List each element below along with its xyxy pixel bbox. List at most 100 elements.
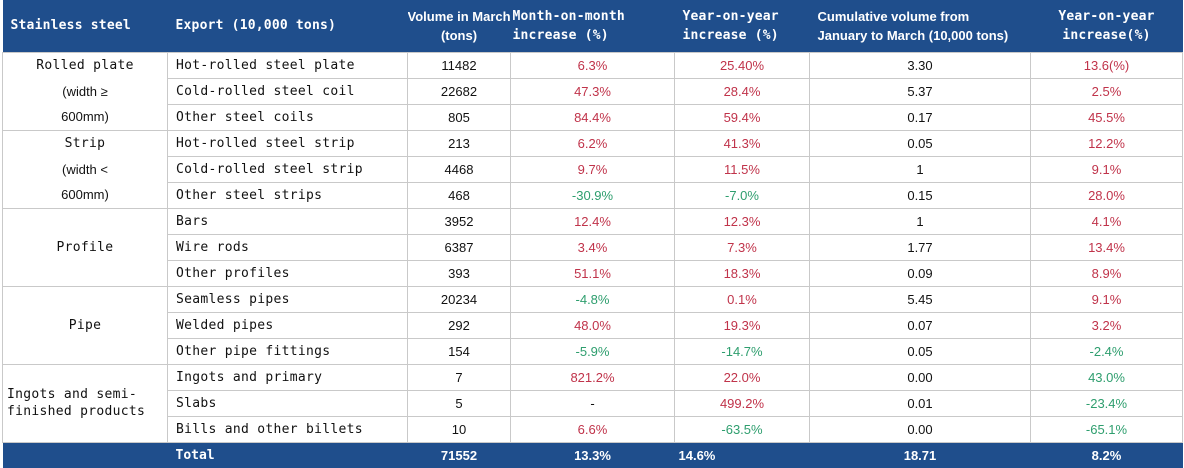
mom-value: -4.8% <box>510 285 675 313</box>
category-label-line: Profile <box>56 239 114 255</box>
yoy-value: 22.0% <box>674 363 810 391</box>
table-row: (width < Cold-rolled steel strip 4468 9.7% 1… <box>2 155 1183 183</box>
table-row: Bills and other billets 10 6.6% -63.5% 0.00-… <box>3 415 1183 443</box>
product-name: Bars <box>167 207 408 235</box>
volume-value: 5 <box>407 389 511 417</box>
cumulative-value: 0.07 <box>809 311 1031 339</box>
cum-yoy-value: -2.4% <box>1030 337 1183 365</box>
header-yoy-increase: Year-on-year increase (%) <box>674 0 810 52</box>
header-mom-increase: Month-on-month increase (%) <box>510 0 675 52</box>
cumulative-value: 0.00 <box>809 415 1031 443</box>
category-label-line: (width ≥ <box>2 78 168 104</box>
product-name: Cold-rolled steel strip <box>167 155 408 183</box>
mom-value: 6.3% <box>510 51 675 79</box>
cumulative-value: 1 <box>809 155 1031 183</box>
header-volume-line2: (tons) <box>440 27 478 43</box>
product-name: Wire rods <box>167 233 408 261</box>
yoy-value: 59.4% <box>674 103 810 131</box>
category-label-line: Strip <box>2 129 168 156</box>
volume-value: 20234 <box>407 285 511 313</box>
cumulative-value: 0.15 <box>809 181 1031 209</box>
volume-value: 3952 <box>407 207 511 235</box>
product-name: Other steel coils <box>167 103 408 131</box>
volume-value: 6387 <box>407 233 511 261</box>
product-name: Seamless pipes <box>167 285 408 313</box>
header-mom-line2: increase (%) <box>512 27 609 43</box>
table-row: Other pipe fittings 154 -5.9% -14.7% 0.05 -2.… <box>3 337 1183 365</box>
total-blank <box>2 442 168 468</box>
category-label-line: Ingots and semi- <box>7 387 138 402</box>
product-name: Other profiles <box>167 259 408 287</box>
cum-yoy-value: 13.6(%) <box>1030 51 1183 79</box>
cum-yoy-value: -23.4% <box>1030 389 1183 417</box>
total-label: Total <box>167 442 408 468</box>
cumulative-value: 0.05 <box>809 129 1031 157</box>
total-yoy: 14.6% <box>674 442 810 468</box>
cum-yoy-value: 9.1% <box>1030 285 1183 313</box>
cumulative-value: 3.30 <box>809 51 1031 79</box>
header-cumulative-line1: Cumulative volume from <box>817 8 970 24</box>
product-name: Ingots and primary <box>167 363 408 391</box>
table-row: Profile Bars 3952 12.4% 12.3% 1 4.1% <box>2 207 1183 287</box>
cum-yoy-value: 8.9% <box>1030 259 1183 287</box>
product-name: Bills and other billets <box>167 415 408 443</box>
total-cum-yoy: 8.2% <box>1030 442 1183 468</box>
table-row: Rolled plate Hot-rolled steel plate 11482 6… <box>2 51 1183 79</box>
product-name: Cold-rolled steel coil <box>167 77 408 105</box>
cumulative-value: 0.00 <box>809 363 1031 391</box>
total-cumulative: 18.71 <box>809 442 1031 468</box>
header-stainless-steel: Stainless steel <box>2 0 168 52</box>
yoy-value: 7.3% <box>674 233 810 261</box>
category-cell: Profile <box>2 207 168 287</box>
mom-value: 84.4% <box>510 103 675 131</box>
table-row: 600mm) Other steel coils 805 84.4% 59.4% 0.17… <box>2 103 1183 131</box>
mom-value: -5.9% <box>510 337 675 365</box>
header-cum-yoy-line1: Year-on-year <box>1058 8 1155 24</box>
category-cell: Ingots and semi-finished products <box>2 363 168 443</box>
product-name: Slabs <box>167 389 408 417</box>
cum-yoy-value: -65.1% <box>1030 415 1183 443</box>
product-name: Other steel strips <box>167 181 408 209</box>
header-volume-march: Volume in March (tons) <box>407 0 511 52</box>
product-name: Hot-rolled steel plate <box>167 51 408 79</box>
volume-value: 805 <box>407 103 511 131</box>
mom-value: - <box>510 389 675 417</box>
total-mom: 13.3% <box>510 442 675 468</box>
volume-value: 213 <box>407 129 511 157</box>
yoy-value: 41.3% <box>674 129 810 157</box>
cumulative-value: 5.37 <box>809 77 1031 105</box>
category-label-line: Rolled plate <box>2 51 168 78</box>
yoy-value: 11.5% <box>674 155 810 183</box>
product-name: Other pipe fittings <box>167 337 408 365</box>
table-row: Other profiles 393 51.1% 18.3% 0.09 8.9% <box>3 259 1183 287</box>
volume-value: 292 <box>407 311 511 339</box>
cum-yoy-value: 3.2% <box>1030 311 1183 339</box>
category-cell: Pipe <box>2 285 168 365</box>
mom-value: 9.7% <box>510 155 675 183</box>
cum-yoy-value: 4.1% <box>1030 207 1183 235</box>
header-yoy-line2: increase (%) <box>682 27 779 43</box>
header-cum-yoy-line2: increase(%) <box>1062 27 1151 43</box>
mom-value: 821.2% <box>510 363 675 391</box>
total-volume: 71552 <box>407 442 511 468</box>
volume-value: 7 <box>407 363 511 391</box>
cum-yoy-value: 2.5% <box>1030 77 1183 105</box>
yoy-value: -7.0% <box>674 181 810 209</box>
yoy-value: 25.40% <box>674 51 810 79</box>
cumulative-value: 0.05 <box>809 337 1031 365</box>
mom-value: -30.9% <box>510 181 675 209</box>
volume-value: 393 <box>407 259 511 287</box>
yoy-value: 499.2% <box>674 389 810 417</box>
category-label-line: (width < <box>2 156 168 182</box>
mom-value: 6.6% <box>510 415 675 443</box>
product-name: Hot-rolled steel strip <box>167 129 408 157</box>
category-label-line: 600mm) <box>2 104 168 131</box>
cumulative-value: 1 <box>809 207 1031 235</box>
category-label-line: finished products <box>7 404 146 419</box>
table-row: 600mm) Other steel strips 468 -30.9% -7.0% 0.… <box>2 181 1183 209</box>
mom-value: 48.0% <box>510 311 675 339</box>
header-export: Export (10,000 tons) <box>167 0 408 52</box>
cumulative-value: 0.09 <box>809 259 1031 287</box>
table-row: Ingots and semi-finished products Ingots … <box>2 363 1183 443</box>
